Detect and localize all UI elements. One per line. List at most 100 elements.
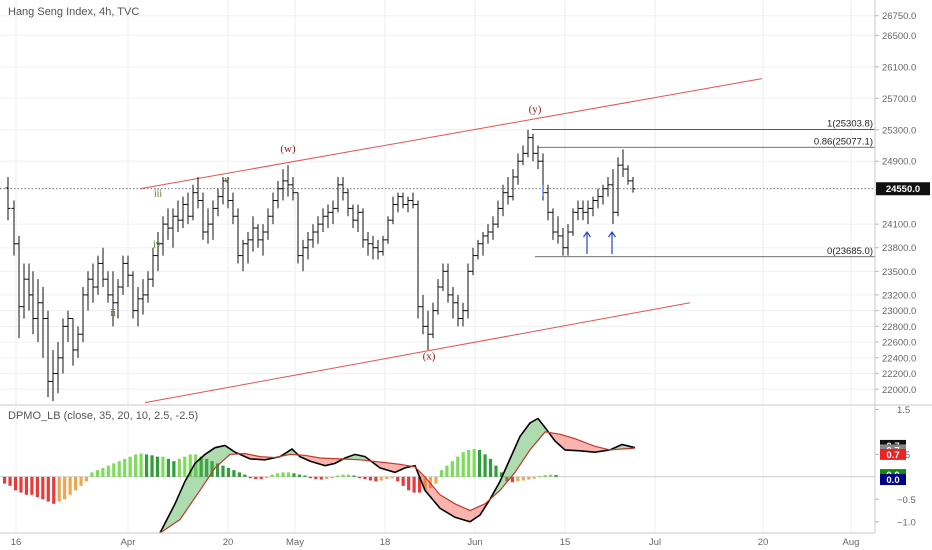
histogram-bar bbox=[445, 465, 449, 477]
y-tick-label: 23000.0 bbox=[882, 306, 916, 317]
ohlc-bar bbox=[105, 271, 111, 303]
fill-segment bbox=[543, 424, 544, 435]
ohlc-bar bbox=[510, 169, 516, 201]
ohlc-bar bbox=[450, 287, 456, 319]
histogram-bar bbox=[478, 449, 482, 477]
fill-segment bbox=[224, 445, 225, 460]
histogram-bar bbox=[73, 476, 78, 491]
fill-segment bbox=[471, 509, 472, 522]
fill-segment bbox=[329, 458, 330, 465]
ohlc-bar bbox=[630, 176, 636, 193]
fill-segment bbox=[557, 433, 558, 444]
fill-segment bbox=[518, 438, 519, 468]
fill-segment bbox=[425, 476, 426, 492]
ohlc-bar bbox=[570, 208, 576, 236]
wave-labels: (w) (x) (y) iii iv ii v bbox=[110, 103, 542, 362]
histogram-bar bbox=[368, 476, 373, 481]
fill-segment bbox=[561, 434, 562, 448]
fill-segment bbox=[213, 448, 214, 471]
histogram-bar bbox=[52, 476, 56, 504]
ohlc-bar bbox=[135, 287, 141, 327]
fill-segment bbox=[314, 456, 315, 463]
fill-segment bbox=[225, 445, 226, 459]
histogram-bar bbox=[467, 449, 471, 477]
fill-segment bbox=[180, 490, 181, 520]
fill-segment bbox=[210, 450, 211, 476]
histogram-bar bbox=[41, 476, 45, 500]
fill-segment bbox=[250, 454, 251, 459]
histogram-bar bbox=[79, 476, 83, 486]
fill-segment bbox=[204, 454, 205, 485]
histogram-bar bbox=[57, 476, 61, 502]
ohlc-bar bbox=[95, 255, 101, 295]
fill-segment bbox=[311, 456, 312, 462]
histogram-bar bbox=[101, 467, 105, 477]
x-tick-label: May bbox=[286, 537, 304, 548]
ohlc-bar bbox=[600, 184, 606, 205]
ohlc-bar bbox=[460, 302, 466, 327]
fill-segment bbox=[177, 497, 178, 522]
ohlc-bar bbox=[565, 224, 571, 256]
fib-levels: 1(25303.8) 0.86(25077.1) 0(23685.0) bbox=[532, 118, 875, 258]
ohlc-bar bbox=[190, 184, 196, 221]
fill-segment bbox=[558, 433, 559, 445]
fill-segment bbox=[186, 477, 187, 511]
fill-segment bbox=[437, 491, 438, 506]
value-badge: 0.7 bbox=[880, 448, 906, 461]
fill-segment bbox=[585, 442, 586, 452]
fill-segment bbox=[586, 442, 587, 452]
fill-segment bbox=[598, 447, 599, 452]
fill-segment bbox=[176, 499, 177, 523]
fill-segment bbox=[430, 482, 431, 498]
fill-segment bbox=[427, 479, 428, 494]
wave-label: (w) bbox=[280, 143, 296, 155]
ohlc-bar bbox=[45, 310, 51, 398]
arrow-markers bbox=[583, 230, 616, 254]
fill-segment bbox=[400, 464, 401, 471]
ohlc-bar bbox=[75, 326, 81, 358]
fill-segment bbox=[572, 437, 573, 451]
fill-segment bbox=[359, 455, 360, 460]
ohlc-bar bbox=[340, 176, 346, 201]
fill-segment bbox=[391, 463, 392, 472]
histogram-bar bbox=[472, 449, 476, 477]
up-arrow bbox=[608, 230, 616, 254]
histogram-bar bbox=[128, 456, 132, 477]
ohlc-bar bbox=[200, 192, 206, 240]
fill-segment bbox=[599, 447, 600, 452]
histogram-bar bbox=[286, 472, 291, 477]
fill-segment bbox=[622, 444, 623, 450]
ind-tick-label: −0.5 bbox=[897, 495, 916, 506]
ohlc-bar bbox=[285, 165, 291, 197]
histogram-bar bbox=[281, 472, 285, 477]
fill-segment bbox=[332, 458, 333, 465]
y-tick-label: 26500.0 bbox=[882, 31, 916, 42]
y-tick-label: 23800.0 bbox=[882, 243, 916, 254]
fill-segment bbox=[386, 462, 387, 470]
histogram-bar bbox=[527, 476, 531, 480]
fill-segment bbox=[477, 506, 478, 518]
fill-segment bbox=[535, 419, 536, 444]
ohlc-bar bbox=[430, 302, 436, 339]
fill-segment bbox=[445, 497, 446, 512]
ohlc-bar bbox=[585, 200, 591, 225]
ohlc-bar bbox=[420, 294, 426, 335]
ohlc-bar bbox=[205, 208, 211, 244]
fill-segment bbox=[448, 499, 449, 514]
fill-segment bbox=[528, 424, 529, 453]
indicator-histogram bbox=[3, 449, 558, 504]
histogram-bar bbox=[428, 476, 433, 489]
fill-segment bbox=[541, 422, 542, 437]
fill-segment bbox=[324, 458, 325, 466]
y-tick-label: 24100.0 bbox=[882, 220, 916, 231]
wave-label: v bbox=[225, 175, 230, 186]
fill-segment bbox=[432, 485, 433, 500]
fill-segment bbox=[389, 463, 390, 471]
fill-segment bbox=[438, 492, 439, 508]
ohlc-bar bbox=[255, 224, 261, 248]
fill-segment bbox=[215, 447, 216, 468]
histogram-bar bbox=[385, 476, 389, 480]
fill-segment bbox=[334, 458, 335, 464]
wave-label: ii bbox=[110, 308, 116, 319]
histogram-bar bbox=[346, 474, 351, 477]
